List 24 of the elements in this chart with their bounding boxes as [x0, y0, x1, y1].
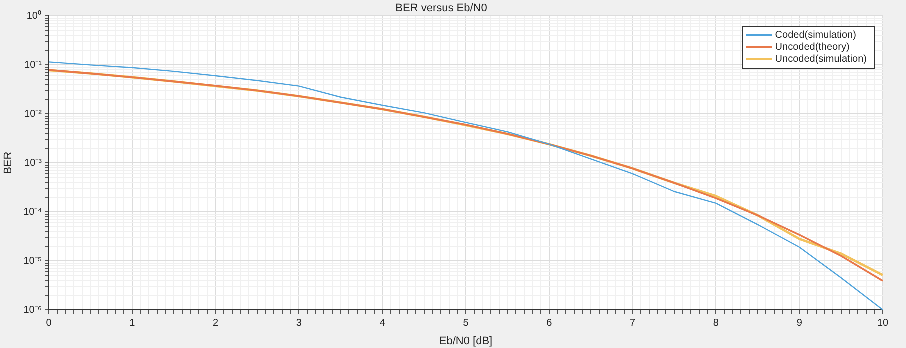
legend-label: Uncoded(simulation)	[775, 54, 868, 65]
x-tick-label: 9	[796, 318, 803, 329]
chart-title: BER versus Eb/N0	[396, 2, 488, 15]
y-tick-label: 10⁰	[26, 10, 42, 22]
x-tick-label: 5	[463, 318, 470, 329]
y-tick-label: 10⁻³	[24, 158, 43, 169]
x-tick-label: 0	[46, 318, 52, 329]
x-tick-label: 7	[630, 318, 636, 329]
x-tick-label: 6	[546, 318, 553, 329]
y-tick-label: 10⁻⁶	[24, 304, 42, 316]
x-tick-label: 2	[213, 318, 220, 329]
y-tick-label: 10⁻¹	[24, 60, 43, 71]
x-tick-label: 10	[877, 318, 889, 329]
x-tick-label: 4	[380, 318, 386, 329]
x-tick-label: 8	[713, 318, 720, 329]
x-tick-label: 3	[296, 318, 302, 329]
y-tick-label: 10⁻²	[24, 108, 43, 120]
legend-label: Coded(simulation)	[775, 30, 856, 41]
x-axis-title: Eb/N0 [dB]	[439, 335, 493, 348]
y-axis-title: BER	[2, 152, 15, 174]
y-tick-label: 10⁻⁴	[24, 206, 42, 218]
legend-label: Uncoded(theory)	[775, 42, 850, 53]
y-tick-label: 10⁻⁵	[24, 256, 42, 267]
x-tick-label: 1	[130, 318, 136, 329]
